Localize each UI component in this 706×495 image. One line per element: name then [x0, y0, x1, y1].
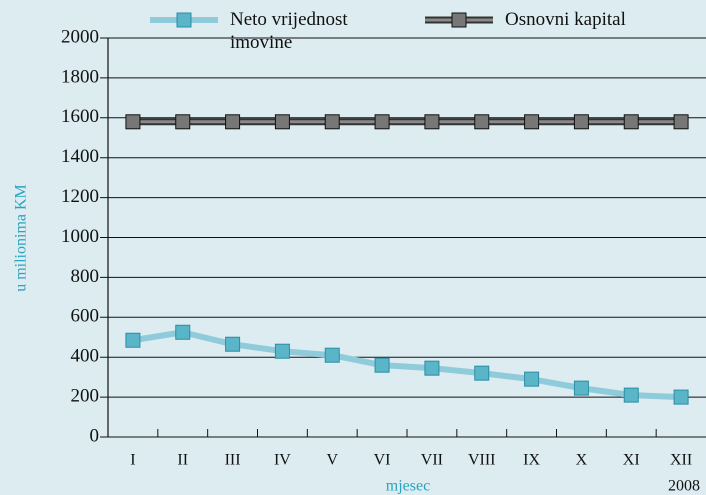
annotation: 2008: [668, 478, 700, 495]
y-tick-label: 800: [71, 266, 100, 287]
y-tick-label: 1400: [61, 146, 99, 167]
x-tick-label: I: [130, 452, 135, 469]
marker: [673, 389, 689, 405]
y-tick-label: 1800: [61, 66, 99, 87]
x-tick-label: X: [576, 452, 588, 469]
marker: [225, 114, 241, 130]
marker: [424, 360, 440, 376]
x-tick-label: XI: [623, 452, 640, 469]
marker: [125, 114, 141, 130]
y-tick-label: 1200: [61, 186, 99, 207]
marker: [324, 114, 340, 130]
marker: [324, 347, 340, 363]
marker: [424, 114, 440, 130]
y-tick-label: 2000: [61, 26, 99, 47]
marker: [524, 371, 540, 387]
x-axis-label: mjesec: [386, 478, 430, 495]
marker: [175, 114, 191, 130]
marker: [573, 114, 589, 130]
marker: [623, 387, 639, 403]
marker: [573, 380, 589, 396]
marker: [225, 336, 241, 352]
marker: [474, 365, 490, 381]
marker: [274, 343, 290, 359]
y-tick-label: 200: [71, 385, 100, 406]
legend-label: Neto vrijednost imovine: [230, 9, 348, 53]
legend-item: Osnovni kapital: [505, 9, 626, 30]
x-tick-label: VI: [374, 452, 391, 469]
x-tick-label: VIII: [468, 452, 496, 469]
marker: [673, 114, 689, 130]
marker: [623, 114, 639, 130]
y-tick-label: 0: [90, 425, 100, 446]
series-line: [132, 329, 682, 401]
marker: [125, 332, 141, 348]
legend-marker: [176, 12, 192, 28]
legend-label: Osnovni kapital: [505, 9, 626, 30]
marker: [374, 357, 390, 373]
x-tick-label: VII: [421, 452, 443, 469]
y-axis-label: u milionima KM: [13, 184, 30, 292]
x-tick-label: III: [225, 452, 241, 469]
marker: [524, 114, 540, 130]
x-tick-label: V: [326, 452, 338, 469]
x-tick-label: XII: [670, 452, 692, 469]
legend-marker: [451, 12, 467, 28]
marker: [374, 114, 390, 130]
y-tick-label: 1000: [61, 226, 99, 247]
marker: [274, 114, 290, 130]
marker: [175, 324, 191, 340]
x-tick-label: IX: [523, 452, 540, 469]
y-tick-label: 600: [71, 306, 100, 327]
y-tick-label: 1600: [61, 106, 99, 127]
y-tick-label: 400: [71, 346, 100, 367]
x-tick-label: II: [177, 452, 188, 469]
marker: [474, 114, 490, 130]
legend-item: Neto vrijednost imovine: [230, 9, 348, 53]
x-tick-label: IV: [274, 452, 291, 469]
